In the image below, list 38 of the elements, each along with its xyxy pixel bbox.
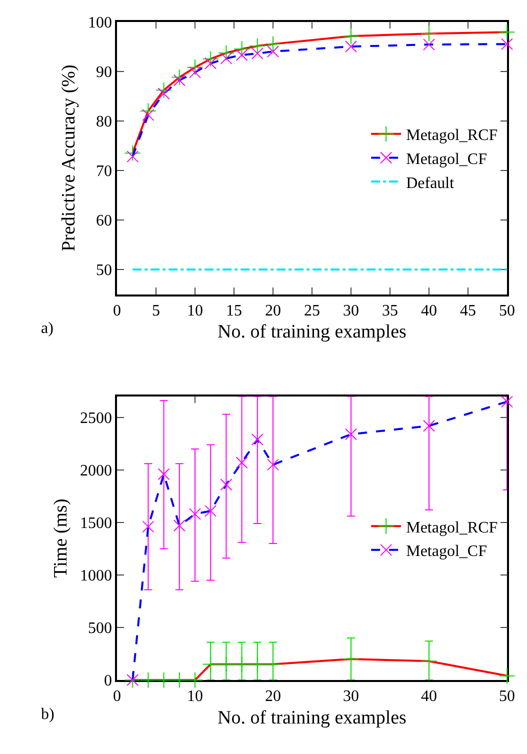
- y-tick-label: 100: [88, 14, 112, 32]
- y-axis-title: Predictive Accuracy (%): [58, 64, 80, 252]
- y-axis-title: Time (ms): [50, 498, 72, 578]
- x-tick-label: 30: [343, 688, 359, 705]
- x-axis-title: No. of training examples: [218, 707, 406, 728]
- x-tick-label: 20: [265, 688, 281, 705]
- x-tick-label: 35: [382, 302, 398, 320]
- text: b): [41, 706, 54, 723]
- y-tick-label: 2000: [80, 462, 112, 480]
- y-tick-label: 90: [96, 64, 112, 81]
- y-tick-label: 80: [96, 113, 112, 130]
- x-tick-label: 50: [499, 688, 515, 705]
- x-tick-label: 15: [226, 302, 242, 320]
- legend-label: Metagol_RCF: [406, 127, 498, 144]
- x-tick-label: 20: [265, 302, 281, 320]
- y-tick-label: 1500: [80, 515, 112, 532]
- y-tick-label: 60: [96, 212, 112, 230]
- y-tick-label: 50: [96, 262, 112, 280]
- y-tick-label: 500: [88, 620, 112, 638]
- x-axis-title: No. of training examples: [218, 322, 406, 343]
- x-tick-label: 30: [343, 302, 359, 320]
- legend-label: Metagol_CF: [406, 150, 488, 168]
- y-tick-label: 1000: [80, 568, 112, 585]
- x-tick-label: 5: [152, 302, 160, 320]
- legend-label: Metagol_RCF: [406, 519, 498, 536]
- x-tick-label: 25: [304, 302, 320, 320]
- y-tick-label: 2500: [80, 410, 112, 428]
- y-tick-label: 0: [104, 672, 112, 690]
- legend-label: Metagol_CF: [406, 543, 488, 560]
- text: a): [41, 320, 54, 337]
- legend-label: Default: [406, 174, 455, 192]
- x-tick-label: 10: [187, 302, 203, 320]
- x-tick-label: 50: [499, 302, 515, 320]
- y-tick-label: 70: [96, 163, 112, 180]
- x-tick-label: 40: [421, 302, 437, 320]
- x-tick-label: 10: [187, 688, 203, 705]
- x-tick-label: 45: [460, 302, 476, 320]
- x-tick-label: 40: [421, 688, 437, 705]
